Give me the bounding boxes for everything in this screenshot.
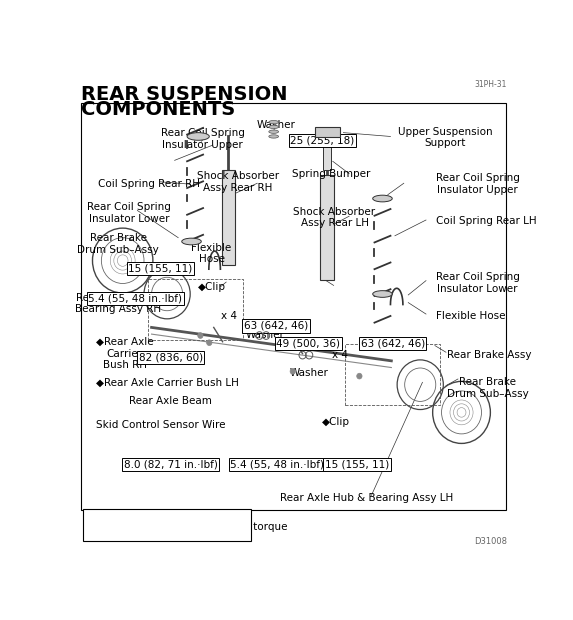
Text: COMPONENTS: COMPONENTS	[80, 100, 235, 118]
Text: x 4: x 4	[332, 350, 348, 360]
Ellipse shape	[182, 238, 201, 245]
Circle shape	[357, 373, 362, 379]
Text: Rear Axle Hub &
Bearing Assy RH: Rear Axle Hub & Bearing Assy RH	[75, 293, 162, 314]
Ellipse shape	[269, 135, 278, 138]
Ellipse shape	[269, 130, 278, 133]
Text: N·m (kgf·cm, ft·lbf)  : Specified torque: N·m (kgf·cm, ft·lbf) : Specified torque	[89, 522, 288, 532]
Text: x 4: x 4	[221, 311, 237, 321]
Text: Rear Axle Hub & Bearing Assy LH: Rear Axle Hub & Bearing Assy LH	[280, 494, 454, 503]
Circle shape	[198, 333, 203, 339]
Text: 31PH-31: 31PH-31	[474, 80, 507, 89]
Text: Shock Absorber
Assy Rear LH: Shock Absorber Assy Rear LH	[293, 207, 375, 228]
Text: Rear Axle Beam: Rear Axle Beam	[129, 396, 212, 407]
Ellipse shape	[269, 125, 278, 128]
FancyBboxPatch shape	[83, 509, 252, 541]
Text: Spring Bumper: Spring Bumper	[292, 169, 371, 179]
Text: Rear Brake
Drum Sub–Assy: Rear Brake Drum Sub–Assy	[447, 377, 529, 399]
Text: 82 (836, 60): 82 (836, 60)	[139, 353, 203, 363]
FancyBboxPatch shape	[315, 127, 340, 138]
Ellipse shape	[372, 195, 393, 202]
Text: 63 (642, 46): 63 (642, 46)	[244, 321, 308, 331]
Text: ◆Clip: ◆Clip	[322, 417, 350, 427]
Text: REAR SUSPENSION: REAR SUSPENSION	[80, 85, 287, 104]
Text: Upper Suspension
Support: Upper Suspension Support	[398, 126, 493, 148]
Text: Washer: Washer	[290, 368, 329, 378]
FancyBboxPatch shape	[81, 103, 506, 510]
Circle shape	[207, 340, 212, 345]
FancyBboxPatch shape	[320, 175, 333, 280]
FancyBboxPatch shape	[222, 170, 235, 265]
Text: Rear Coil Spring
Insulator Upper: Rear Coil Spring Insulator Upper	[160, 128, 245, 149]
FancyBboxPatch shape	[323, 142, 331, 170]
Text: ◆Rear Axle Carrier Bush LH: ◆Rear Axle Carrier Bush LH	[96, 378, 239, 388]
Text: 8.0 (82, 71 in.·lbf): 8.0 (82, 71 in.·lbf)	[124, 459, 218, 469]
Text: Rear Brake Assy: Rear Brake Assy	[447, 350, 531, 360]
Text: ◆Rear Axle
Carrier
Bush RH: ◆Rear Axle Carrier Bush RH	[96, 337, 154, 370]
Text: 25 (255, 18): 25 (255, 18)	[291, 135, 355, 145]
Text: Flexible Hose: Flexible Hose	[436, 311, 505, 321]
Text: 63 (642, 46): 63 (642, 46)	[360, 338, 425, 348]
Circle shape	[290, 368, 296, 374]
Ellipse shape	[187, 133, 209, 140]
Text: Coil Spring Rear LH: Coil Spring Rear LH	[436, 216, 536, 226]
Text: 49 (500, 36): 49 (500, 36)	[276, 338, 340, 348]
Text: Washer: Washer	[257, 120, 295, 130]
Text: Washer: Washer	[245, 330, 284, 340]
Ellipse shape	[372, 291, 393, 298]
Text: D31008: D31008	[474, 537, 507, 546]
Ellipse shape	[269, 120, 278, 124]
Text: 15 (155, 11): 15 (155, 11)	[325, 459, 389, 469]
Text: Skid Control Sensor Wire: Skid Control Sensor Wire	[96, 420, 226, 430]
Text: Rear Coil Spring
Insulator Upper: Rear Coil Spring Insulator Upper	[436, 174, 520, 195]
Text: Flexible
Hose: Flexible Hose	[191, 242, 231, 264]
Text: Shock Absorber
Assy Rear RH: Shock Absorber Assy Rear RH	[197, 171, 279, 193]
Text: Rear Coil Spring
Insulator Lower: Rear Coil Spring Insulator Lower	[88, 202, 171, 224]
Text: Rear Coil Spring
Insulator Lower: Rear Coil Spring Insulator Lower	[436, 272, 520, 294]
Text: 15 (155, 11): 15 (155, 11)	[128, 264, 193, 273]
Text: Coil Spring Rear RH: Coil Spring Rear RH	[99, 179, 201, 189]
Text: Rear Brake
Drum Sub–Assy: Rear Brake Drum Sub–Assy	[77, 233, 159, 255]
Text: ◆Clip: ◆Clip	[198, 282, 226, 292]
Text: 5.4 (55, 48 in.·lbf): 5.4 (55, 48 in.·lbf)	[230, 459, 324, 469]
Text: 5.4 (55, 48 in.·lbf): 5.4 (55, 48 in.·lbf)	[88, 294, 182, 304]
Text: ◆  Non–reusable part: ◆ Non–reusable part	[89, 531, 199, 541]
